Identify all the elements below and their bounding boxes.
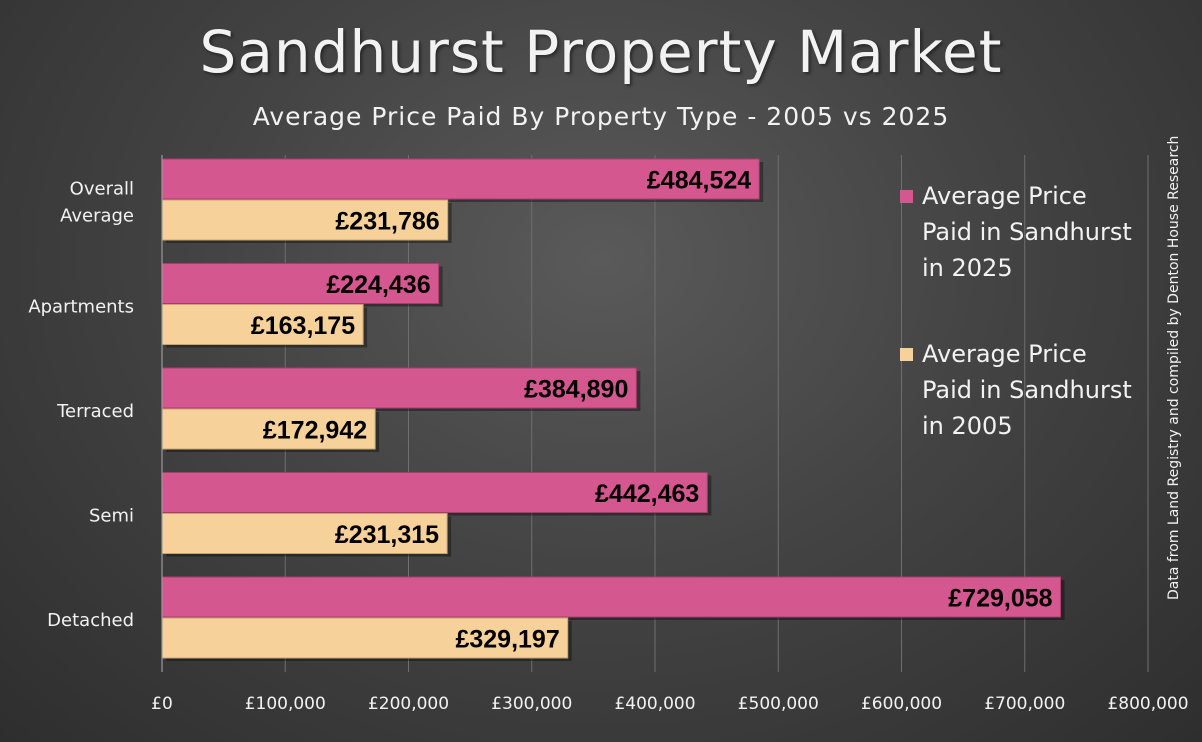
bar-data-label: £329,197 [455, 626, 559, 654]
bar-2005 [161, 617, 569, 659]
y-category-label: Detached [47, 610, 134, 631]
x-tick-label: £700,000 [984, 694, 1065, 714]
x-tick-label: £300,000 [491, 694, 572, 714]
bar-data-label: £172,942 [263, 417, 367, 445]
bar-data-label: £231,315 [335, 521, 439, 549]
x-tick-label: £100,000 [245, 694, 326, 714]
bar-data-label: £163,175 [251, 312, 355, 340]
legend-swatch-2005 [900, 348, 913, 361]
bar-data-label: £224,436 [326, 271, 430, 299]
y-category-label: Terraced [56, 401, 134, 422]
x-tick-label: £0 [151, 694, 173, 714]
bar-data-label: £729,058 [948, 585, 1052, 613]
legend-label-2025: Average Price Paid in Sandhurst in 2025 [922, 182, 1132, 282]
bar-data-label: £231,786 [335, 208, 439, 236]
bar-data-label: £484,524 [647, 167, 751, 195]
y-category-label: Semi [89, 506, 134, 527]
legend-swatch-2025 [900, 190, 913, 203]
y-category-label: Apartments [28, 297, 134, 318]
chart-title: Sandhurst Property Market [199, 18, 1003, 86]
bar-2025 [161, 367, 637, 409]
bar-data-label: £442,463 [595, 480, 699, 508]
x-tick-label: £800,000 [1107, 694, 1188, 714]
bar-2025 [161, 576, 1062, 618]
x-tick-label: £600,000 [861, 694, 942, 714]
bar-2005 [161, 513, 448, 554]
y-category-label: Overall [70, 179, 134, 200]
x-tick-label: £500,000 [738, 694, 819, 714]
source-note: Data from Land Registry and compiled by … [1166, 135, 1182, 600]
x-tick-label: £400,000 [614, 694, 695, 714]
bar-2025 [161, 472, 708, 513]
y-category-label: Average [60, 206, 134, 227]
axes: £0 £100,000 £200,000 £300,000 £400,000 £500,0… [28, 155, 1189, 714]
legend-label-2005: Average Price Paid in Sandhurst in 2005 [922, 340, 1132, 440]
bar-2005 [161, 304, 364, 345]
x-tick-label: £200,000 [368, 694, 449, 714]
chart-subtitle: Average Price Paid By Property Type - 20… [252, 102, 950, 131]
bars: £484,524 £231,786 £224,436 £163,175 £384,890… [161, 158, 1065, 661]
bar-data-label: £384,890 [524, 376, 628, 404]
bar-2005 [161, 408, 376, 450]
